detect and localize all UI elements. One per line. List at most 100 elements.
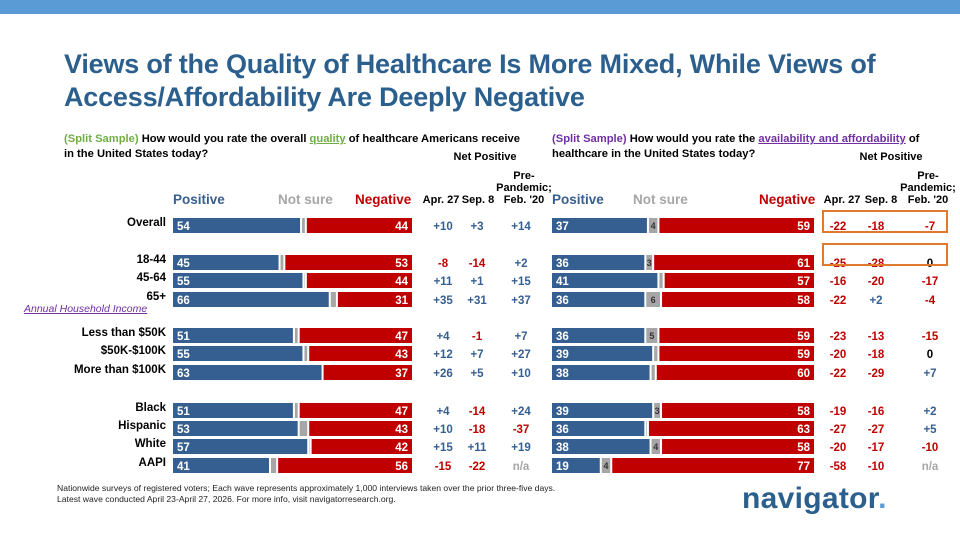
right-prepandemic-header: Pre-Pandemic; Feb. '20 (900, 170, 956, 206)
net-sep8-p1-black: -14 (469, 406, 486, 418)
positive-label-p1-black: 51 (177, 406, 190, 418)
row-label-more-than-100k: More than $100K (73, 364, 166, 376)
negative-bar-p2-aapi (612, 458, 814, 473)
negative-bar-p1-more-than-100k (323, 365, 412, 380)
negative-bar-p2-less-than-50k (659, 328, 814, 343)
right-question-pre: How would you rate the (626, 133, 759, 145)
net-sep8-p2-aapi: -10 (868, 461, 885, 473)
net-pre-pandemic-p1-45-64: +15 (511, 276, 531, 288)
not-sure-label-p2-black: 3 (655, 406, 660, 416)
net-pre-pandemic-p1-black: +24 (511, 406, 531, 418)
positive-bar-p1-white (173, 439, 308, 454)
right-apr27-header: Apr. 27 (823, 194, 861, 206)
net-sep8-p1-45-64: +1 (470, 276, 484, 288)
left-question-keyword: quality (309, 133, 346, 145)
not-sure-bar-p2-45-64 (659, 273, 663, 288)
negative-bar-p1-50k-100k (309, 346, 412, 361)
net-sep8-p1-white: +11 (468, 442, 487, 454)
positive-label-p1-white: 57 (177, 442, 190, 454)
left-net-positive-header: Net Positive (453, 151, 517, 163)
positive-bar-p1-more-than-100k (173, 365, 322, 380)
positive-bar-p1-overall (173, 218, 301, 233)
not-sure-bar-p2-black (654, 403, 661, 418)
positive-bar-p2-18-44 (552, 255, 645, 270)
negative-label-p2-more-than-100k: 60 (797, 368, 810, 380)
positive-label-p2-hispanic: 36 (556, 424, 569, 436)
right-question-keyword: availability and affordability (758, 133, 906, 145)
negative-label-p2-aapi: 77 (797, 461, 810, 473)
net-pre-pandemic-p2-white: -10 (922, 442, 939, 454)
negative-bar-p1-18-44 (285, 255, 412, 270)
footnote: Nationwide surveys of registered voters;… (57, 483, 555, 504)
top-accent-bar (0, 0, 960, 14)
net-apr27-p1-18-44: -8 (438, 258, 449, 270)
net-pre-pandemic-p2-hispanic: +5 (923, 424, 937, 436)
net-sep8-p1-aapi: -22 (469, 461, 486, 473)
net-sep8-p2-black: -16 (868, 406, 885, 418)
row-label-45-64: 45-64 (136, 272, 166, 284)
positive-bar-p1-45-64 (173, 273, 303, 288)
positive-bar-p1-18-44 (173, 255, 279, 270)
left-legend-negative: Negative (355, 192, 412, 207)
negative-bar-p1-white (311, 439, 412, 454)
net-apr27-p1-aapi: -15 (435, 461, 452, 473)
net-apr27-p1-hispanic: +10 (433, 424, 453, 436)
not-sure-label-p2-overall: 4 (651, 221, 656, 231)
net-apr27-p2-white: -20 (830, 442, 847, 454)
positive-label-p1-overall: 54 (177, 221, 190, 233)
row-label-50k-100k: $50K-$100K (100, 345, 166, 357)
net-pre-pandemic-p1-hispanic: -37 (513, 424, 530, 436)
negative-bar-p1-65 (337, 292, 412, 307)
positive-bar-p1-black (173, 403, 293, 418)
not-sure-bar-p2-aapi (601, 458, 611, 473)
net-apr27-p2-more-than-100k: -22 (830, 368, 847, 380)
positive-bar-p2-50k-100k (552, 346, 653, 361)
row-label-65: 65+ (146, 291, 166, 303)
positive-bar-p1-aapi (173, 458, 269, 473)
row-label-white: White (134, 438, 166, 450)
row-label-aapi: AAPI (138, 457, 166, 469)
positive-label-p1-more-than-100k: 63 (177, 368, 190, 380)
row-label-hispanic: Hispanic (118, 420, 166, 432)
positive-label-p2-aapi: 19 (556, 461, 569, 473)
not-sure-bar-p2-50k-100k (654, 346, 658, 361)
positive-label-p1-50k-100k: 55 (177, 349, 190, 361)
negative-label-p2-white: 58 (797, 442, 810, 454)
logo-dot: . (878, 482, 887, 515)
negative-label-p2-18-44: 61 (797, 258, 810, 270)
net-sep8-p2-more-than-100k: -29 (868, 368, 885, 380)
row-label-18-44: 18-44 (136, 254, 166, 266)
net-sep8-p1-more-than-100k: +5 (470, 368, 484, 380)
right-legend-not-sure: Not sure (633, 192, 688, 207)
right-legend-positive: Positive (552, 192, 604, 207)
not-sure-bar-p2-hispanic (646, 421, 647, 436)
highlight-18-44-box (822, 243, 948, 266)
navigator-logo: navigator. (742, 482, 887, 516)
negative-bar-p2-50k-100k (659, 346, 814, 361)
negative-bar-p2-white (662, 439, 814, 454)
net-apr27-p2-hispanic: -27 (830, 424, 847, 436)
right-question-tag: (Split Sample) (552, 133, 627, 145)
negative-label-p1-overall: 44 (395, 221, 408, 233)
not-sure-label-p2-white: 4 (653, 442, 658, 452)
net-sep8-p1-65: +31 (467, 295, 487, 307)
net-apr27-p2-45-64: -16 (830, 276, 847, 288)
positive-label-p1-65: 66 (177, 295, 190, 307)
not-sure-bar-p2-18-44 (646, 255, 653, 270)
highlight-overall-box (822, 210, 948, 233)
not-sure-bar-p2-more-than-100k (651, 365, 655, 380)
not-sure-bar-p2-65 (646, 292, 661, 307)
footnote-line-1: Nationwide surveys of registered voters;… (57, 483, 556, 493)
negative-bar-p1-less-than-50k (299, 328, 412, 343)
net-apr27-p2-50k-100k: -20 (830, 349, 847, 361)
positive-label-p2-white: 38 (556, 442, 569, 454)
left-sep8-header: Sep. 8 (461, 194, 495, 206)
positive-bar-p2-more-than-100k (552, 365, 650, 380)
positive-label-p2-50k-100k: 39 (556, 349, 569, 361)
positive-bar-p1-50k-100k (173, 346, 303, 361)
negative-bar-p1-aapi (278, 458, 412, 473)
positive-bar-p1-less-than-50k (173, 328, 293, 343)
positive-bar-p2-hispanic (552, 421, 645, 436)
not-sure-bar-p1-black (294, 403, 298, 418)
logo-text: navigator (742, 482, 879, 515)
